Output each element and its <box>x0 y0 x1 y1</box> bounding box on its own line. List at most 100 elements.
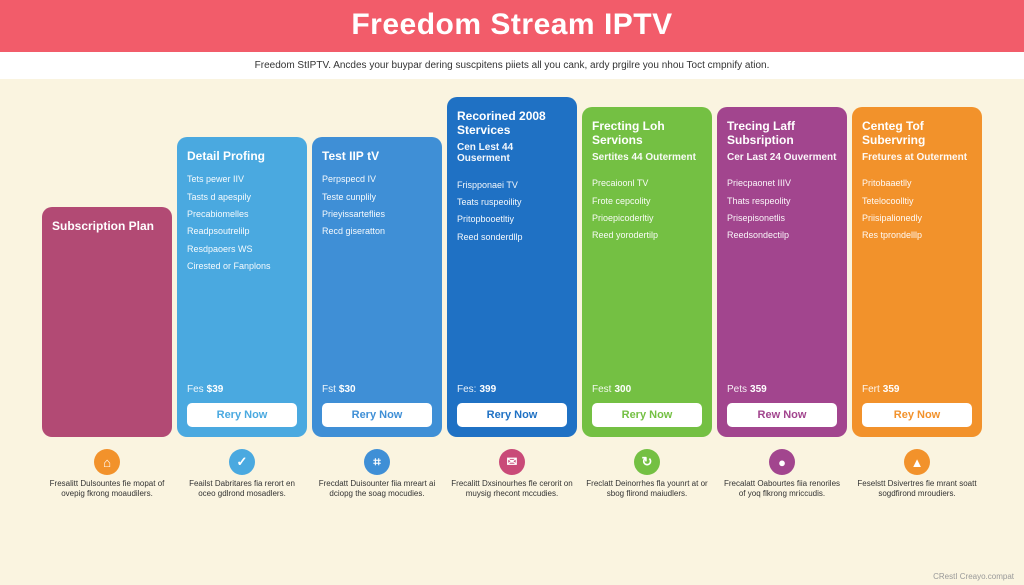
plan-card-1: Detail Profing​ Tets pewer IIV Tasts d ape… <box>177 137 307 437</box>
plan-feature: Priecpaonet IIIV <box>727 178 837 188</box>
header-bar: Freedom Stream IPTV <box>0 0 1024 52</box>
plan-feature: Frote cepcolity <box>592 196 702 206</box>
plan-feature: Cirested or Fanplons <box>187 261 297 271</box>
buy-now-button[interactable]: Rey Now <box>862 403 972 427</box>
price-amount: $39 <box>207 384 224 395</box>
plan-feature: Prisepisonetlis <box>727 213 837 223</box>
buy-now-button[interactable]: Rery Now <box>187 403 297 427</box>
buy-now-button[interactable]: Rery Now <box>457 403 567 427</box>
plan-feature: Res tprondelllp <box>862 230 972 240</box>
plan-feature: Prieyissarteflies <box>322 209 432 219</box>
footer-feature-icon: ✉ <box>499 449 525 475</box>
plan-feature: Tasts d apespily <box>187 192 297 202</box>
buy-now-button[interactable]: Rew Now <box>727 403 837 427</box>
price-label: Fert <box>862 384 880 395</box>
plan-title: Recorined 2008 Stervices <box>457 109 567 138</box>
plan-feature-list: Priecpaonet IIIV Thats respeolity Prisepis… <box>727 171 837 378</box>
footer-features-row: ⌂ Fresalitt Dulsountes fie mopat of ovepi… <box>0 443 1024 499</box>
price-label: Fes: <box>457 384 476 395</box>
price-amount: 359 <box>750 384 767 395</box>
plan-feature-list: Perpspecd IV Teste cunplily Prieyissartefl… <box>322 167 432 378</box>
footer-feature-icon: ● <box>769 449 795 475</box>
footer-feature-text: Fresalitt Dulsountes fie mopat of ovepig… <box>42 479 172 499</box>
plan-title: Frecting Loh Servions <box>592 119 702 148</box>
price-label: Pets <box>727 384 747 395</box>
pricing-plans-row: Subscription Plan Detail Profing​ Tets pew… <box>0 79 1024 443</box>
plan-feature-list <box>52 237 162 427</box>
plan-feature: Frispponaei TV <box>457 180 567 190</box>
price-amount: 300 <box>614 384 631 395</box>
buy-now-button[interactable]: Rery Now <box>322 403 432 427</box>
footer-feature-icon: ⌗ <box>364 449 390 475</box>
plan-subtitle: Cer Last 24 Ouverment <box>727 152 837 164</box>
plan-feature: Readpsoutrelilp <box>187 226 297 236</box>
plan-title: Trecing Laff Subsription <box>727 119 837 148</box>
footer-feature-text: Freclatt Deinorrhes fla younrt at or sbo… <box>582 479 712 499</box>
plan-price: Fes:399 <box>457 384 567 395</box>
plan-card-6: Centeg Tof Subervring Fretures at Outerme… <box>852 107 982 437</box>
price-label: Fest <box>592 384 611 395</box>
plan-feature: Teste cunplily <box>322 192 432 202</box>
footer-feature-1: ✓ Feailst Dabritares fia rerort en oceo g… <box>177 449 307 499</box>
plan-title: Subscription Plan <box>52 219 162 233</box>
plan-price: Fes$39 <box>187 384 297 395</box>
price-label: Fes <box>187 384 204 395</box>
plan-price: Fert359 <box>862 384 972 395</box>
plan-card-4: Frecting Loh Servions Sertites 44 Outerme… <box>582 107 712 437</box>
plan-feature: Resdpaoers WS <box>187 244 297 254</box>
page-title: Freedom Stream IPTV <box>0 8 1024 42</box>
tagline: Freedom StIPTV. Ancdes your buypar derin… <box>0 52 1024 79</box>
plan-card-3: Recorined 2008 Stervices Cen Lest 44 Ouse… <box>447 97 577 437</box>
price-amount: $30 <box>339 384 356 395</box>
footer-feature-icon: ⌂ <box>94 449 120 475</box>
plan-feature: Tets pewer IIV <box>187 174 297 184</box>
footer-feature-6: ▲ Feselstt Dsivertres fie mrant soatt sog… <box>852 449 982 499</box>
plan-feature: Pritobaaetlly <box>862 178 972 188</box>
footer-feature-text: Frecdatt Duisounter fiia mreart ai dciop… <box>312 479 442 499</box>
footer-feature-icon: ✓ <box>229 449 255 475</box>
plan-feature: Perpspecd IV <box>322 174 432 184</box>
plan-feature-list: Tets pewer IIV Tasts d apespily Precabiome… <box>187 167 297 378</box>
plan-feature: Precaioonl TV <box>592 178 702 188</box>
plan-feature: Priisipalionedly <box>862 213 972 223</box>
plan-subtitle: Sertites 44 Outerment <box>592 152 702 164</box>
plan-feature: Precabiomelles <box>187 209 297 219</box>
plan-subtitle: Fretures at Outerment <box>862 152 972 164</box>
plan-feature-list: Frispponaei TV Teats ruspeoility Pritopboo… <box>457 173 567 378</box>
plan-price: Pets359 <box>727 384 837 395</box>
footer-feature-4: ↻ Freclatt Deinorrhes fla younrt at or sb… <box>582 449 712 499</box>
plan-feature: Prioepicoderltiy <box>592 213 702 223</box>
footer-feature-2: ⌗ Frecdatt Duisounter fiia mreart ai dcio… <box>312 449 442 499</box>
plan-feature: Reed yorodertilp <box>592 230 702 240</box>
plan-price: Fest300 <box>592 384 702 395</box>
footer-feature-text: Feselstt Dsivertres fie mrant soatt sogd… <box>852 479 982 499</box>
plan-title: Centeg Tof Subervring <box>862 119 972 148</box>
footer-feature-3: ✉ Frecalitt Dxsinourhes fle cerorit on mu… <box>447 449 577 499</box>
plan-card-5: Trecing Laff Subsription Cer Last 24 Ouve… <box>717 107 847 437</box>
buy-now-button[interactable]: Rery Now <box>592 403 702 427</box>
footer-feature-text: Frecalatt Oabourtes fiia renoriles of yo… <box>717 479 847 499</box>
plan-card-0: Subscription Plan <box>42 207 172 437</box>
price-amount: 399 <box>479 384 496 395</box>
plan-feature: Pritopbooetltiy <box>457 214 567 224</box>
plan-feature-list: Pritobaaetlly Tetelocoolltiy Priisipalione… <box>862 171 972 378</box>
price-label: Fst <box>322 384 336 395</box>
footer-feature-icon: ▲ <box>904 449 930 475</box>
footer-feature-text: Feailst Dabritares fia rerort en oceo gd… <box>177 479 307 499</box>
plan-feature: Tetelocoolltiy <box>862 196 972 206</box>
credit-text: CRestI Creayo.compat <box>933 572 1014 581</box>
footer-feature-text: Frecalitt Dxsinourhes fle cerorit on muy… <box>447 479 577 499</box>
footer-feature-5: ● Frecalatt Oabourtes fiia renoriles of y… <box>717 449 847 499</box>
plan-feature: Reed sonderdllp <box>457 232 567 242</box>
plan-feature: Thats respeolity <box>727 196 837 206</box>
price-amount: 359 <box>883 384 900 395</box>
footer-feature-0: ⌂ Fresalitt Dulsountes fie mopat of ovepi… <box>42 449 172 499</box>
plan-feature: Reedsondectilp <box>727 230 837 240</box>
plan-card-2: Test IIP tV Perpspecd IV Teste cunplily Pri… <box>312 137 442 437</box>
plan-title: Detail Profing​ <box>187 149 297 163</box>
plan-subtitle: Cen Lest 44 Ouserment <box>457 142 567 165</box>
footer-feature-icon: ↻ <box>634 449 660 475</box>
plan-feature: Teats ruspeoility <box>457 197 567 207</box>
plan-title: Test IIP tV <box>322 149 432 163</box>
plan-price: Fst$30 <box>322 384 432 395</box>
